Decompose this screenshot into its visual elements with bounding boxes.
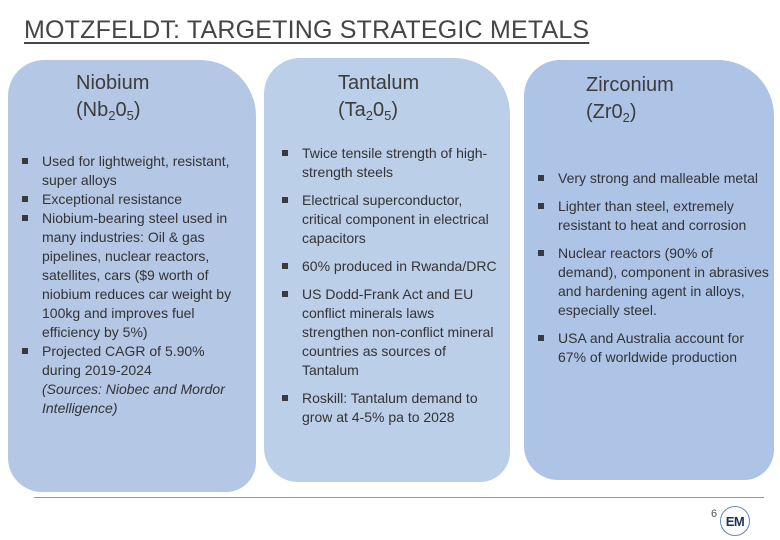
zirconium-card: Zirconium (Zr02) Very strong and malleab… (524, 60, 774, 480)
bullet-square-icon (282, 395, 288, 401)
list-item: Nuclear reactors (90% of demand), compon… (538, 244, 770, 320)
list-item: Exceptional resistance (22, 190, 244, 209)
list-item: Very strong and malleable metal (538, 169, 770, 188)
list-item: US Dodd-Frank Act and EU conflict minera… (282, 285, 504, 380)
bullet-square-icon (282, 291, 288, 297)
niobium-source-note: (Sources: Niobec and Mordor Intelligence… (42, 381, 225, 416)
bullet-square-icon (538, 335, 544, 341)
zirconium-heading: Zirconium (Zr02) (586, 72, 674, 126)
slide-title: MOTZFELDT: TARGETING STRATEGIC METALS (24, 16, 590, 44)
bullet-square-icon (22, 348, 28, 354)
zirconium-bullet-list: Very strong and malleable metal Lighter … (538, 169, 770, 376)
list-item: USA and Australia account for 67% of wor… (538, 329, 770, 367)
niobium-heading: Niobium (Nb205) (76, 70, 149, 124)
page-number: 6 (711, 508, 718, 520)
list-item: Used for lightweight, resistant, super a… (22, 152, 244, 190)
zirconium-name: Zirconium (586, 74, 674, 96)
bullet-square-icon (22, 215, 28, 221)
logo-text: EM (725, 513, 745, 529)
bullet-square-icon (538, 175, 544, 181)
tantalum-name: Tantalum (338, 72, 420, 94)
niobium-bullet-list: Used for lightweight, resistant, super a… (22, 152, 244, 418)
list-item: Twice tensile strength of high-strength … (282, 144, 504, 182)
niobium-formula: (Nb205) (76, 99, 141, 123)
list-item: Niobium-bearing steel used in many indus… (22, 209, 244, 342)
tantalum-heading: Tantalum (Ta205) (338, 70, 419, 124)
bullet-square-icon (538, 250, 544, 256)
bullet-square-icon (282, 263, 288, 269)
company-logo-icon: EM (720, 506, 750, 536)
niobium-name: Niobium (76, 72, 150, 94)
bullet-square-icon (538, 203, 544, 209)
bullet-square-icon (282, 150, 288, 156)
zirconium-formula: (Zr02) (586, 101, 637, 125)
tantalum-formula: (Ta205) (338, 99, 399, 123)
bullet-square-icon (282, 197, 288, 203)
niobium-card: Niobium (Nb205) Used for lightweight, re… (8, 60, 256, 492)
footer-divider (34, 497, 764, 498)
list-item: Lighter than steel, extremely resistant … (538, 197, 770, 235)
bullet-square-icon (22, 158, 28, 164)
tantalum-card: Tantalum (Ta205) Twice tensile strength … (264, 58, 510, 482)
list-item: Projected CAGR of 5.90% during 2019-2024… (22, 342, 244, 418)
bullet-square-icon (22, 196, 28, 202)
tantalum-bullet-list: Twice tensile strength of high-strength … (282, 144, 504, 436)
list-item: 60% produced in Rwanda/DRC (282, 257, 504, 276)
list-item: Electrical superconductor, critical comp… (282, 191, 504, 248)
list-item: Roskill: Tantalum demand to grow at 4-5%… (282, 389, 504, 427)
